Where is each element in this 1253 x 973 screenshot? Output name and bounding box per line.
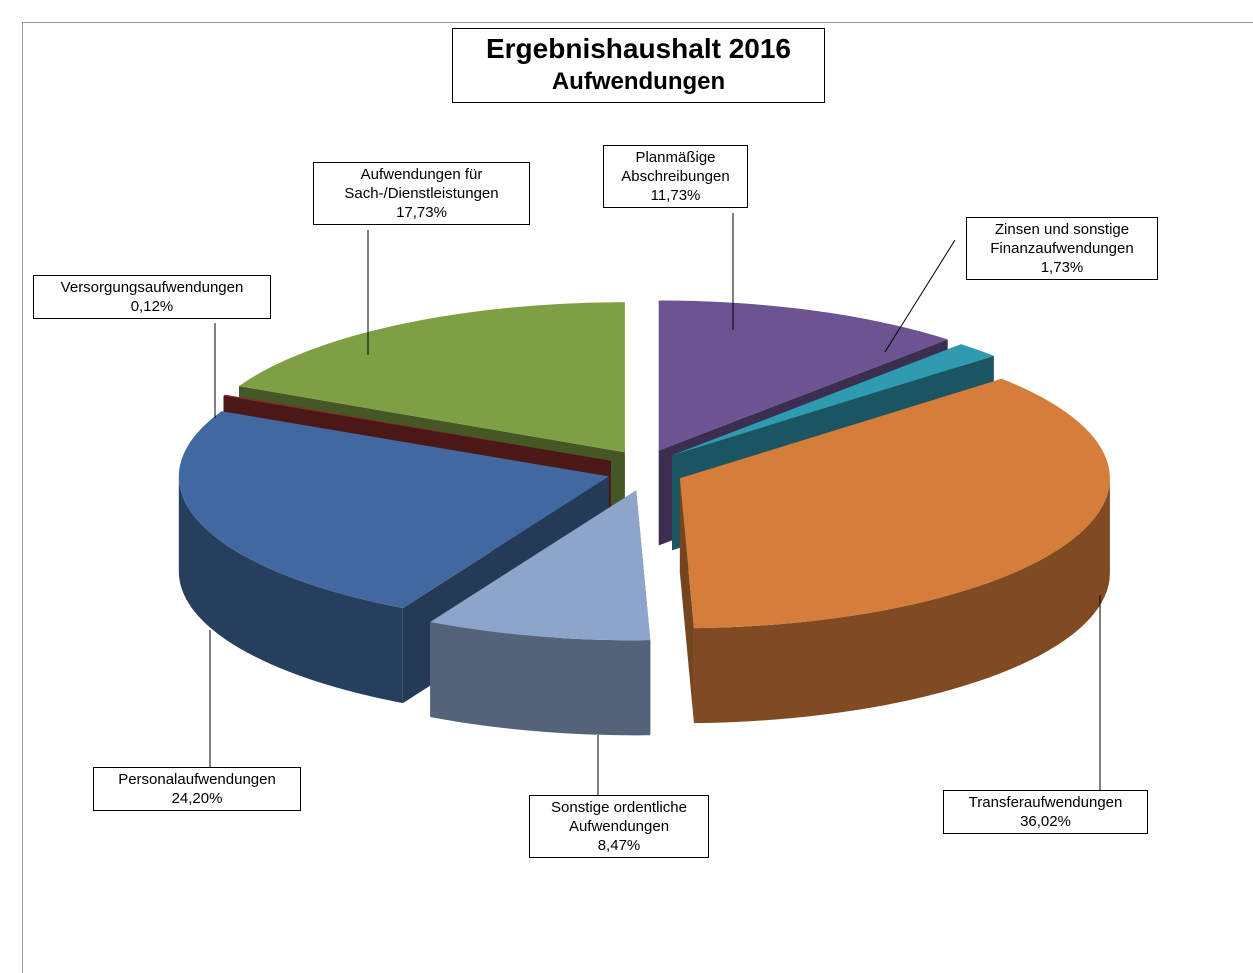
category-label: Personalaufwendungen bbox=[118, 771, 276, 788]
value-label: 17,73% bbox=[396, 204, 447, 221]
data-label: Zinsen und sonstige Finanzaufwendungen 1,… bbox=[966, 217, 1158, 280]
slice-side bbox=[693, 478, 1110, 724]
slice-top bbox=[672, 344, 994, 456]
value-label: 1,73% bbox=[1040, 259, 1084, 276]
slice-top bbox=[178, 411, 609, 609]
value-label: 36,02% bbox=[1020, 813, 1071, 830]
slice bbox=[679, 378, 1110, 724]
slice-top bbox=[430, 490, 651, 641]
leader-line bbox=[884, 239, 956, 353]
data-label: Sonstige ordentliche Aufwendungen 8,47% bbox=[529, 795, 709, 858]
category-label: Versorgungsaufwendungen bbox=[60, 279, 244, 296]
chart-title: Ergebnishaushalt 2016 bbox=[485, 33, 791, 64]
slice-top bbox=[679, 378, 1110, 629]
value-label: 24,20% bbox=[171, 790, 223, 807]
slice-side bbox=[178, 476, 403, 704]
title-box: Ergebnishaushalt 2016 Aufwendungen bbox=[452, 28, 825, 103]
slice-side bbox=[430, 622, 651, 736]
category-label: Sonstige ordentliche Aufwendungen bbox=[551, 799, 687, 835]
data-label: Aufwendungen für Sach-/Dienstleistungen 1… bbox=[313, 162, 530, 225]
slice-top bbox=[658, 300, 948, 451]
chart-frame bbox=[22, 22, 1253, 973]
category-label: Planmäßige Abschreibungen bbox=[621, 149, 730, 185]
value-label: 0,12% bbox=[130, 298, 174, 315]
data-label: Planmäßige Abschreibungen 11,73% bbox=[603, 145, 748, 208]
data-label: Transferaufwendungen 36,02% bbox=[943, 790, 1148, 834]
slice bbox=[430, 490, 651, 736]
value-label: 11,73% bbox=[650, 187, 701, 204]
category-label: Aufwendungen für Sach-/Dienstleistungen bbox=[344, 166, 499, 202]
category-label: Transferaufwendungen bbox=[968, 794, 1123, 811]
slice-top bbox=[223, 394, 611, 461]
chart-subtitle: Aufwendungen bbox=[551, 68, 726, 95]
slice-cut-face bbox=[679, 478, 694, 724]
data-label: Versorgungsaufwendungen 0,12% bbox=[33, 275, 271, 319]
value-label: 8,47% bbox=[597, 837, 641, 854]
data-label: Personalaufwendungen 24,20% bbox=[93, 767, 301, 811]
slice-top bbox=[238, 302, 625, 453]
category-label: Zinsen und sonstige Finanzaufwendungen bbox=[990, 221, 1134, 257]
